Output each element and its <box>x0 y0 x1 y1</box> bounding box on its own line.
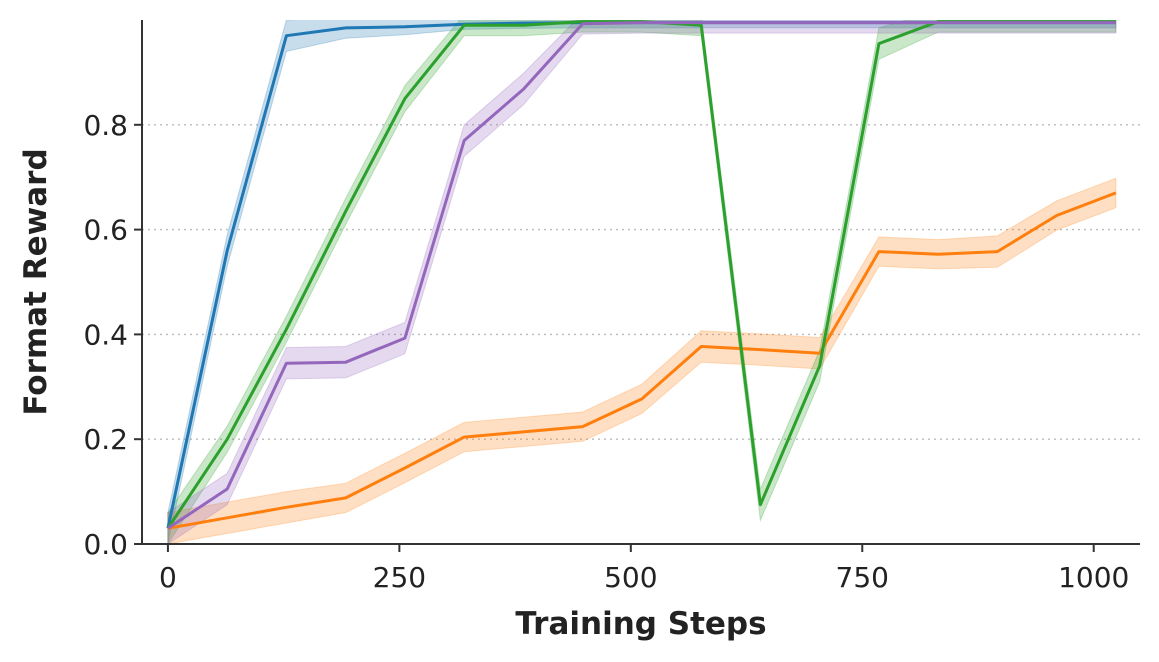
series-2-band <box>167 177 1117 544</box>
x-tick-label: 750 <box>836 561 889 594</box>
y-tick-label: 0.4 <box>83 318 128 351</box>
series-2-line <box>167 191 1117 530</box>
x-tick-label: 0 <box>159 561 177 594</box>
x-axis-ticks: 0 250 500 750 1000 <box>159 544 1129 594</box>
x-tick-label: 1000 <box>1058 561 1129 594</box>
series-lines <box>166 20 1117 530</box>
y-axis-label: Format Reward <box>18 148 54 415</box>
series-4-band <box>167 20 1117 544</box>
series-4-line <box>167 21 1116 530</box>
y-tick-label: 0.6 <box>83 214 128 247</box>
y-tick-label: 0.0 <box>83 528 128 561</box>
confidence-bands <box>167 20 1117 544</box>
y-axis-ticks: 0.0 0.2 0.4 0.6 0.8 <box>83 109 142 561</box>
y-tick-label: 0.2 <box>83 423 128 456</box>
x-tick-label: 250 <box>373 561 426 594</box>
x-tick-label: 500 <box>604 561 657 594</box>
series-1-band <box>167 20 1117 544</box>
x-axis-label: Training Steps <box>515 606 766 642</box>
axes <box>141 20 1140 545</box>
series-3-band <box>167 20 1117 544</box>
y-tick-label: 0.8 <box>83 109 128 142</box>
grid-lines <box>142 124 1140 440</box>
